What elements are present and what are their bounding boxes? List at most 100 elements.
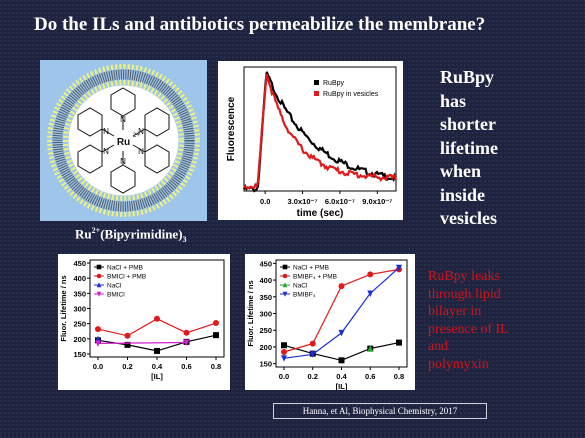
n-atom: N	[120, 157, 126, 166]
legend-marker	[282, 273, 288, 279]
y-tick-label: 250	[259, 326, 272, 335]
x-tick-label: 0.6	[365, 372, 375, 381]
y-tick-label: 450	[259, 259, 272, 268]
x-tick-label: 9.0x10⁻⁷	[362, 197, 392, 206]
y-tick-label: 150	[73, 350, 86, 359]
legend-marker	[282, 291, 288, 297]
x-tick-label: 0.2	[308, 372, 318, 381]
data-point	[281, 348, 287, 355]
plot-frame	[243, 66, 397, 192]
legend-marker	[96, 282, 102, 288]
conclusion-line: when	[440, 161, 482, 181]
x-tick-label: 0.8	[211, 362, 221, 371]
legend-label: RuBpy	[323, 80, 345, 87]
y-axis-label: Fluorescence	[226, 96, 237, 161]
metal-charge: 2+	[133, 133, 140, 139]
legend-label: NaCl + PMB	[293, 265, 329, 272]
legend-marker	[96, 273, 102, 279]
x-tick-label: 3.0x10⁻⁷	[288, 197, 318, 206]
data-point	[95, 340, 101, 347]
lifetime-conclusion: RuBpy has shorter lifetime when inside v…	[440, 66, 570, 231]
x-tick-label: 0.4	[152, 362, 163, 371]
x-tick-label: 0.0	[93, 362, 103, 371]
legend-label: NaCl	[293, 283, 308, 290]
data-point	[124, 332, 131, 339]
x-axis-label: time (sec)	[297, 208, 344, 219]
legend-label: BMICl	[107, 292, 125, 299]
conclusion-line: RuBpy	[440, 67, 495, 87]
data-point	[281, 355, 287, 362]
legend-label: BMIBF₄ + PMB	[293, 274, 337, 281]
leak-line: RuBpy leaks	[428, 269, 500, 284]
data-point	[213, 320, 219, 327]
n-atom: N	[138, 127, 144, 136]
data-point	[367, 271, 374, 278]
y-tick-label: 200	[259, 343, 272, 352]
conclusion-line: has	[440, 90, 467, 111]
legend-marker	[96, 291, 102, 297]
data-point	[338, 357, 345, 364]
data-point	[124, 341, 131, 348]
bmicl-lifetime-chart: 150 200 250 300 350 400 450 0.0 0.2 0.4 0.6 0.8 [IL]…	[58, 254, 230, 390]
legend-marker	[96, 264, 102, 270]
data-point	[213, 332, 219, 339]
y-tick-label: 350	[259, 293, 272, 302]
y-tick-label: 300	[259, 310, 272, 319]
data-point	[338, 283, 345, 290]
data-point	[367, 345, 374, 352]
caption-main: Ru	[75, 226, 92, 242]
x-tick-label: 0.0	[279, 372, 289, 381]
conclusion-line: inside	[440, 184, 486, 205]
data-point	[367, 290, 374, 297]
x-tick-label: 0.4	[336, 372, 347, 381]
legend-marker	[314, 91, 319, 96]
legend-marker	[314, 80, 319, 85]
data-point	[309, 351, 316, 358]
data-point	[309, 340, 316, 347]
legend-label: NaCl	[107, 283, 122, 290]
n-atom: N	[103, 147, 109, 156]
caption-mid: (Bipyrimidine)	[100, 226, 183, 242]
leak-conclusion: RuBpy leaks through lipid bilayer in pre…	[428, 268, 558, 373]
series-line	[97, 341, 187, 344]
conclusion-line: vesicles	[440, 208, 497, 228]
data-point	[396, 264, 402, 272]
metal-label: Ru	[117, 137, 130, 148]
data-point	[95, 326, 101, 333]
data-point	[338, 329, 345, 337]
x-tick-label: 0.0	[260, 197, 270, 206]
legend-marker	[282, 264, 288, 270]
leak-line: presence of IL	[428, 321, 509, 337]
x-tick-label: 0.8	[394, 372, 404, 381]
molecule-caption: Ru2+(Bipyrimidine)3	[75, 226, 187, 244]
y-tick-label: 250	[73, 320, 86, 329]
leak-line: and	[428, 339, 449, 354]
leak-line: through lipid	[428, 286, 501, 302]
y-tick-label: 400	[259, 276, 272, 285]
conclusion-line: lifetime	[440, 137, 498, 158]
y-tick-label: 400	[73, 274, 86, 283]
fluorescence-decay-chart: 0.0 3.0x10⁻⁷ 6.0x10⁻⁷ 9.0x10⁻⁷ time (sec) Flu…	[218, 61, 403, 220]
legend-label: NaCl + PMB	[107, 265, 143, 272]
n-atom: N	[138, 147, 144, 156]
decay-series-line	[243, 71, 397, 193]
data-point	[183, 339, 190, 346]
x-axis-label: [IL]	[336, 382, 348, 390]
decay-series-line	[243, 74, 398, 190]
slide-title: Do the ILs and antibiotics permeabilize …	[34, 14, 486, 35]
data-point	[154, 347, 160, 354]
conclusion-line: shorter	[440, 114, 496, 134]
citation: Hanna, et Al, Biophysical Chemistry, 201…	[273, 403, 487, 419]
data-point	[281, 342, 287, 349]
n-atom: N	[120, 115, 126, 124]
data-point	[396, 339, 402, 346]
n-atom: N	[103, 127, 109, 136]
data-point	[183, 329, 190, 336]
caption-sup: 2+	[91, 226, 101, 235]
x-tick-label: 0.2	[122, 362, 132, 371]
y-axis-label: Fluor. Lifetime / ns	[59, 275, 68, 341]
bmibf4-lifetime-chart: 150 200 250 300 350 400 450 0.0 0.2 0.4 0.6 0.8 [IL]…	[245, 254, 415, 391]
y-tick-label: 450	[73, 259, 86, 268]
legend-label: BMIBF₄	[293, 292, 316, 299]
x-tick-label: 0.6	[181, 362, 191, 371]
